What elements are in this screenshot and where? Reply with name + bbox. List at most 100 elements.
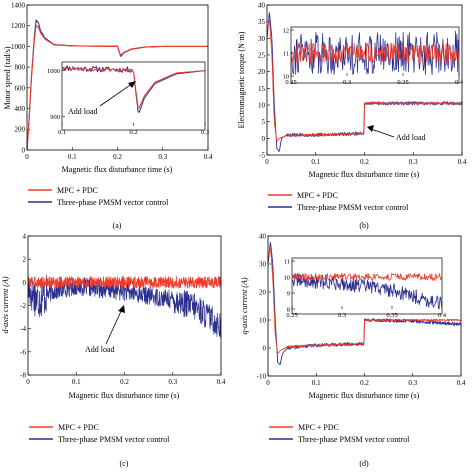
- panel-d-ytick-label: 40: [259, 232, 267, 240]
- panel-b-ylabel: Electromagnetic torque (N·m): [237, 31, 246, 128]
- panel-b-ytick-label: 5: [262, 118, 266, 126]
- panel-d-xtick-label: 0.2: [360, 379, 369, 387]
- panel-c-annotation-arrow: [105, 308, 123, 345]
- panel-d-ytick-label: -10: [257, 372, 267, 380]
- panel-a-ytick-label: 200: [15, 126, 26, 134]
- panel-a-plot-frame: [26, 4, 209, 151]
- panel-d-xtick-label: 0.4: [457, 379, 466, 387]
- panel-d-inset-ytick-label: 8: [287, 306, 290, 313]
- panel-a-annotation-arrowhead: [128, 81, 136, 88]
- panel-d-inset-blue-line: [291, 272, 443, 310]
- panel-c-label: (c): [120, 459, 129, 468]
- panel-a-ytick-label: 600: [15, 84, 26, 92]
- panel-c-xtick-label: 0.1: [72, 378, 81, 386]
- panel-c-xtick-label: 0.2: [120, 378, 129, 386]
- panel-b-inset-blue-line: [290, 30, 460, 76]
- panel-b-inset-xtick-label: 0.35: [397, 79, 408, 86]
- panel-b-xlabel: Magnetic flux disturbance time (s): [309, 170, 420, 179]
- panel-b-series-red-line: [266, 18, 463, 143]
- panel-d-inset-xtick-label: 0.35: [386, 312, 397, 319]
- panel-d-ytick-label: 0: [263, 344, 267, 352]
- panel-d-inset-ytick-label: 10: [284, 274, 291, 281]
- panel-b-inset-ytick-label: 10: [283, 73, 290, 80]
- panel-b-ytick-label: 35: [258, 18, 266, 26]
- panel-d-legend-blue-label: Three-phase PMSM vector control: [298, 435, 410, 444]
- panel-d-plot-frame: [267, 235, 462, 377]
- panel-c-xtick-label: 0: [26, 378, 30, 386]
- panel-b-inset-xtick-label: 0.4: [455, 79, 464, 86]
- panel-b-inset-red-line: [290, 42, 460, 64]
- panel-a-inset-ytick-label: 900: [50, 114, 60, 121]
- panel-b-inset-ytick-label: 11: [283, 50, 289, 57]
- panel-d-ytick-label: 30: [259, 260, 267, 268]
- panel-b-ytick-label: 25: [258, 51, 266, 59]
- panel-b-xtick-label: 0: [265, 158, 269, 166]
- panel-d-inset-xtick-label: 0.4: [438, 312, 447, 319]
- panel-c-xtick-label: 0.4: [217, 378, 226, 386]
- panel-b-ytick-label: 0: [262, 135, 266, 143]
- panel-d-ylabel: q-axis current (A): [240, 277, 249, 334]
- panel-b-annotation: Add load: [396, 133, 426, 142]
- panel-b-inset-plot: 0.25 0.3 0.35 0.4 10 11 12: [283, 27, 464, 86]
- panel-b-xtick-label: 0.1: [311, 158, 320, 166]
- panel-a-ytick-label: 1400: [11, 1, 26, 9]
- panel-a-ytick-label: 1000: [11, 43, 26, 51]
- panel-a-legend-blue-label: Three-phase PMSM vector control: [57, 198, 169, 207]
- panel-a-xtick-label: 0.3: [158, 153, 167, 161]
- panel-b-plot-frame: [266, 4, 463, 156]
- panel-c: 0 0.1 0.2 0.3 0.4 -8 -6 -4 -2 0 2 4 d-axis current …: [1, 232, 226, 468]
- panel-b-inset-ytick-label: 12: [283, 27, 290, 34]
- panel-a-inset-xtick-label: 0.2: [129, 129, 137, 136]
- panel-b-xtick-label: 0.4: [458, 158, 467, 166]
- panel-a-inset-xtick-label: 0.3: [201, 129, 209, 136]
- panel-b-legend-red-label: MPC + PDC: [297, 191, 338, 200]
- panel-b-label: (b): [359, 221, 369, 230]
- panel-a-ytick-label: 400: [15, 105, 26, 113]
- panel-a-legend-red-label: MPC + PDC: [57, 186, 98, 195]
- panel-d-inset-plot: 0.25 0.3 0.35 0.4 8 9 10 11: [284, 258, 447, 319]
- panel-a-ytick-label: 800: [15, 64, 26, 72]
- panel-d-inset-xtick-label: 0.3: [338, 312, 346, 319]
- panel-b-ytick-label: 30: [258, 35, 266, 43]
- panel-b-inset-xtick-label: 0.3: [343, 79, 351, 86]
- panel-c-annotation-arrowhead: [118, 305, 125, 313]
- panel-d-xtick-label: 0.1: [312, 379, 321, 387]
- panel-b-ytick-label: 15: [258, 85, 266, 93]
- panel-b-annotation-arrow: [370, 128, 395, 138]
- panel-c-ytick-label: -6: [20, 348, 26, 356]
- panel-c-ytick-label: 0: [23, 279, 27, 287]
- panel-d-inset-red-line: [291, 272, 443, 281]
- panel-c-ytick-label: -8: [20, 371, 26, 379]
- panel-d-label: (d): [359, 459, 369, 468]
- panel-d-legend-red-label: MPC + PDC: [298, 423, 339, 432]
- panel-a: 0 0.1 0.2 0.3 0.4 0 200 400 600 800 1000 1200 1400 M…: [3, 1, 213, 230]
- panel-a-inset-ytick-label: 1000: [47, 68, 60, 75]
- panel-c-ytick-label: 2: [23, 256, 27, 264]
- panel-a-label: (a): [113, 221, 122, 230]
- panel-c-legend-red-label: MPC + PDC: [58, 423, 99, 432]
- panel-c-ytick-label: 4: [23, 232, 27, 240]
- panel-c-plot-frame: [27, 235, 222, 376]
- panel-c-legend-blue-label: Three-phase PMSM vector control: [58, 435, 170, 444]
- panel-c-xtick-label: 0.3: [168, 378, 177, 386]
- panel-c-plot: 0 0.1 0.2 0.3 0.4 -8 -6 -4 -2 0 2 4: [20, 232, 226, 386]
- panel-b-inset-xtick-label: 0.25: [285, 79, 296, 86]
- panel-a-xtick-label: 0: [25, 153, 29, 161]
- panel-c-annotation: Add load: [85, 345, 115, 354]
- panel-a-ylabel: Motor speed (rad/s): [3, 46, 12, 109]
- panel-d-inset-xtick-label: 0.25: [286, 312, 297, 319]
- panel-a-inset-plot: 0.1 0.2 0.3 900 1000: [47, 65, 209, 136]
- panel-a-inset-red-line: [61, 66, 205, 109]
- panel-d-xtick-label: 0.3: [408, 379, 417, 387]
- panel-b-ytick-label: 10: [258, 101, 266, 109]
- panel-b-ytick-label: 20: [258, 68, 266, 76]
- panel-a-ytick-label: 0: [22, 146, 26, 154]
- panel-a-xtick-label: 0.1: [68, 153, 77, 161]
- panel-d-inset-ytick-label: 11: [284, 258, 290, 265]
- panel-b-ytick-label: -5: [259, 151, 265, 159]
- panel-b-ytick-label: 40: [258, 1, 266, 9]
- panel-b-legend-blue-label: Three-phase PMSM vector control: [297, 203, 409, 212]
- panel-b-annotation-arrowhead: [367, 125, 374, 132]
